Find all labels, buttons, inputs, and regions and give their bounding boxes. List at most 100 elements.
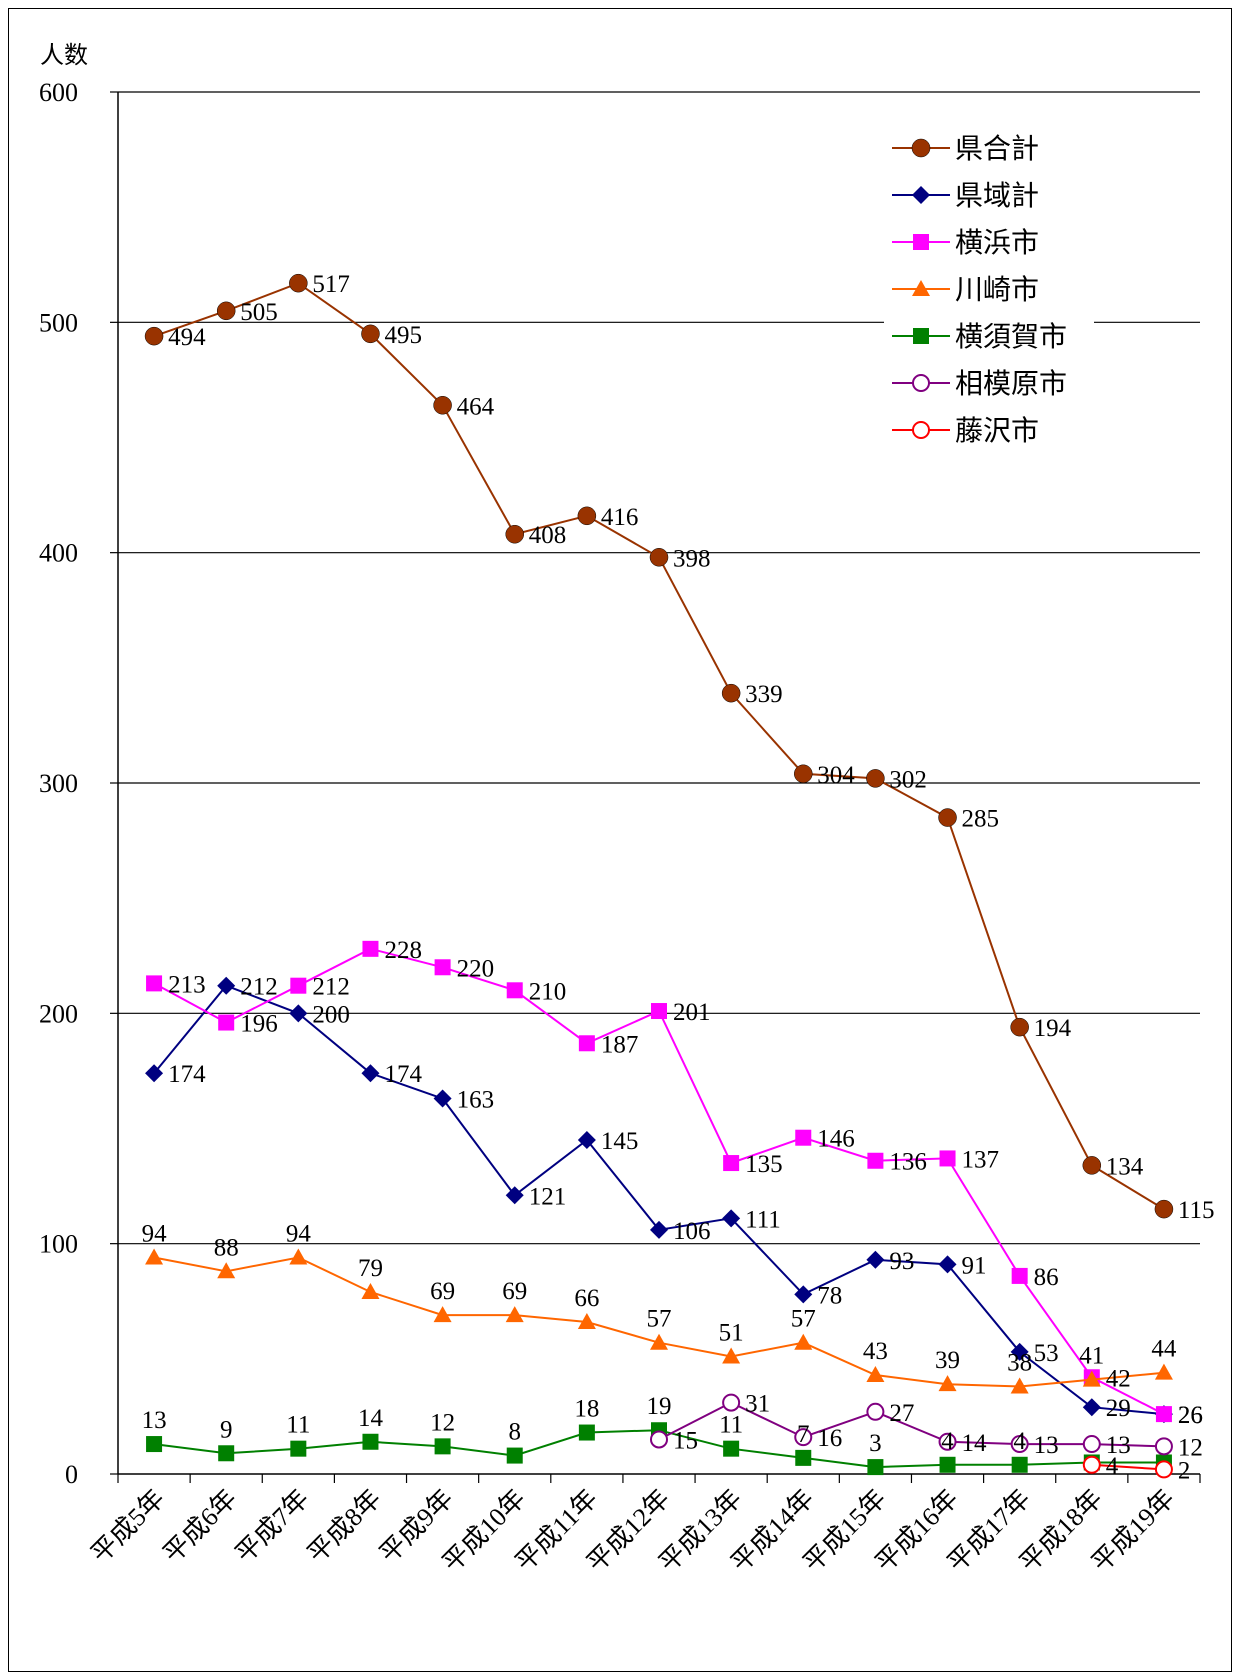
point-0-3 <box>361 324 380 344</box>
data-label-1-10: 93 <box>889 1248 914 1275</box>
point-5-13 <box>1082 1435 1101 1454</box>
x-tick-label-1: 平成6年 <box>158 1484 243 1569</box>
point-3-3 <box>361 1283 380 1300</box>
point-3-11 <box>938 1375 957 1392</box>
point-3-10 <box>866 1365 885 1382</box>
data-label-3-4: 69 <box>430 1278 455 1305</box>
point-0-2 <box>289 273 308 293</box>
y-tick-label-3: 300 <box>39 769 78 798</box>
data-label-2-3: 228 <box>384 937 422 964</box>
data-label-1-4: 163 <box>457 1087 495 1114</box>
point-4-8 <box>723 1440 740 1457</box>
point-3-8 <box>722 1347 741 1364</box>
point-2-2 <box>290 977 307 994</box>
data-label-2-13: 42 <box>1106 1365 1131 1392</box>
data-label-3-2: 94 <box>286 1220 312 1247</box>
data-label-0-4: 464 <box>457 393 495 420</box>
data-label-2-8: 135 <box>745 1151 783 1178</box>
point-1-1 <box>217 976 236 995</box>
series-1 <box>145 976 1173 1424</box>
point-3-12 <box>1010 1377 1029 1394</box>
series-2 <box>146 940 1172 1423</box>
point-5-10 <box>866 1402 885 1421</box>
data-label-3-14: 44 <box>1151 1336 1177 1363</box>
legend-label-0: 県合計 <box>955 132 1039 165</box>
y-tick-label-4: 400 <box>39 539 78 568</box>
data-label-0-3: 495 <box>384 322 422 349</box>
data-label-1-0: 174 <box>168 1061 206 1088</box>
data-label-2-4: 220 <box>457 955 495 982</box>
series-line-5 <box>658 1401 1164 1448</box>
data-label-3-0: 94 <box>142 1220 168 1247</box>
point-3-14 <box>1154 1363 1173 1380</box>
point-0-8 <box>721 683 741 703</box>
point-0-10 <box>866 769 885 788</box>
point-5-11 <box>938 1432 957 1451</box>
point-5-8 <box>722 1393 741 1412</box>
point-0-4 <box>433 396 452 415</box>
data-label-2-2: 212 <box>312 974 350 1001</box>
data-label-3-9: 57 <box>791 1306 816 1333</box>
point-2-14 <box>1155 1406 1172 1423</box>
data-label-2-7: 201 <box>673 999 711 1026</box>
point-4-11 <box>939 1456 956 1473</box>
point-2-11 <box>939 1150 956 1167</box>
point-0-11 <box>938 808 957 827</box>
legend-entry-0: 県合計 <box>884 128 1094 168</box>
data-label-5-13: 13 <box>1106 1432 1131 1459</box>
point-5-14 <box>1154 1437 1173 1456</box>
legend-label-2: 横浜市 <box>955 226 1039 259</box>
data-label-3-13: 41 <box>1079 1343 1104 1370</box>
point-0-12 <box>1010 1017 1029 1037</box>
point-3-4 <box>433 1306 452 1323</box>
legend-marker-2 <box>913 234 929 250</box>
x-tick-label-2: 平成7年 <box>230 1484 315 1569</box>
point-2-3 <box>362 940 379 957</box>
point-3-13 <box>1082 1370 1101 1387</box>
legend-entry-4: 横須賀市 <box>884 316 1094 356</box>
series-6 <box>1082 1455 1173 1479</box>
data-label-0-12: 194 <box>1034 1015 1072 1042</box>
legend-marker-0 <box>911 138 931 158</box>
legend-marker-1 <box>912 186 930 204</box>
data-label-0-5: 408 <box>529 522 567 549</box>
point-1-8 <box>722 1209 741 1228</box>
data-label-2-14: 26 <box>1178 1402 1203 1429</box>
data-label-2-5: 210 <box>529 978 567 1005</box>
point-1-7 <box>650 1220 668 1239</box>
legend-entry-2: 横浜市 <box>884 222 1094 262</box>
data-label-2-1: 196 <box>240 1011 278 1038</box>
data-label-0-13: 134 <box>1106 1153 1144 1180</box>
data-label-4-8: 11 <box>719 1412 743 1439</box>
y-tick-label-5: 500 <box>39 308 78 337</box>
data-label-1-13: 29 <box>1106 1395 1131 1422</box>
data-label-1-1: 212 <box>240 974 278 1001</box>
point-4-3 <box>362 1433 379 1450</box>
data-label-1-8: 111 <box>745 1206 781 1233</box>
point-1-6 <box>577 1131 596 1150</box>
data-label-3-10: 43 <box>863 1338 888 1365</box>
point-0-6 <box>577 506 597 526</box>
data-label-3-11: 39 <box>935 1347 960 1374</box>
data-label-1-7: 106 <box>673 1218 711 1245</box>
data-label-4-1: 9 <box>220 1416 233 1443</box>
data-label-6-14: 2 <box>1178 1457 1191 1484</box>
data-label-3-12: 38 <box>1007 1349 1032 1376</box>
point-1-13 <box>1082 1398 1101 1417</box>
data-label-0-9: 304 <box>817 762 855 789</box>
data-label-0-11: 285 <box>962 806 1000 833</box>
point-5-9 <box>794 1428 813 1447</box>
legend-label-5: 相模原市 <box>955 367 1067 400</box>
series-5 <box>650 1393 1173 1456</box>
data-label-3-5: 69 <box>502 1278 527 1305</box>
data-label-4-5: 8 <box>508 1419 521 1446</box>
point-1-11 <box>938 1255 957 1274</box>
point-2-6 <box>578 1035 595 1052</box>
gridlines <box>118 91 1200 1245</box>
point-1-2 <box>289 1004 308 1023</box>
data-label-2-10: 136 <box>889 1149 927 1176</box>
data-label-4-10: 3 <box>869 1430 882 1457</box>
data-label-4-7: 19 <box>647 1393 672 1420</box>
